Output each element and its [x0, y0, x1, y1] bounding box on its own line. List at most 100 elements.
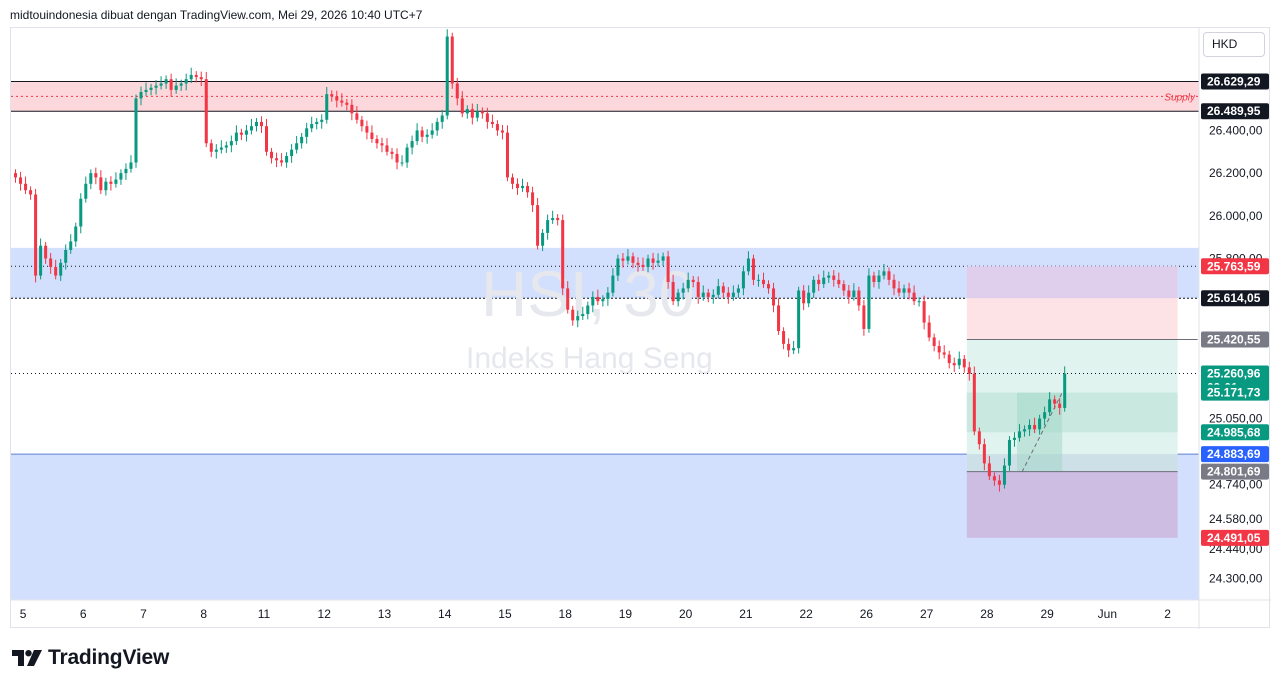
candle — [676, 288, 680, 307]
candle — [385, 138, 389, 156]
candle — [892, 274, 896, 296]
x-tick-label: 29 — [1040, 607, 1054, 621]
candle-body — [174, 85, 178, 90]
candle — [239, 128, 243, 141]
candle-body — [907, 288, 911, 293]
candle-body — [505, 132, 509, 178]
candle-body — [224, 145, 228, 148]
candle — [521, 178, 525, 192]
candle-body — [666, 256, 670, 282]
candle — [646, 254, 650, 273]
candle-body — [385, 145, 389, 152]
footer-logo[interactable]: TradingView — [12, 646, 169, 670]
candle-body — [159, 83, 163, 86]
candle-body — [305, 128, 309, 137]
candle-body — [892, 279, 896, 289]
candle — [877, 270, 881, 289]
candle-body — [285, 156, 289, 163]
candle — [772, 282, 776, 313]
candle — [139, 86, 143, 106]
candle — [992, 472, 996, 486]
candle — [360, 115, 364, 132]
candle — [721, 282, 725, 298]
candle — [465, 105, 469, 119]
y-tick-label: 25.050,00 — [1209, 412, 1263, 426]
candle-body — [29, 190, 33, 195]
candle — [84, 176, 88, 203]
candle-body — [365, 126, 369, 133]
candle-body — [470, 109, 474, 118]
candle — [114, 172, 118, 188]
candle-body — [14, 173, 18, 178]
candle — [1018, 424, 1022, 442]
candle — [355, 106, 359, 124]
candlestick-chart[interactable]: Supply HSI, 30 Indeks Hang Seng 26.400,0… — [11, 28, 1271, 629]
candle — [1023, 425, 1027, 437]
candle — [656, 253, 660, 267]
candle — [1007, 436, 1011, 471]
candle — [104, 177, 108, 196]
candle — [957, 351, 961, 370]
candle — [89, 169, 93, 190]
candle — [516, 178, 520, 195]
candle-body — [249, 126, 253, 131]
candle-body — [701, 292, 705, 297]
candle-body — [932, 337, 936, 347]
candle-body — [731, 292, 735, 297]
candle — [686, 272, 690, 293]
candle-body — [465, 109, 469, 114]
candle-body — [375, 138, 379, 144]
candle — [415, 123, 419, 145]
candle — [937, 340, 941, 360]
price-tag-label: 24.491,05 — [1207, 531, 1261, 545]
candle-body — [495, 124, 499, 131]
candle — [842, 280, 846, 296]
candle — [290, 144, 294, 163]
candle-body — [1053, 399, 1057, 404]
candle-body — [857, 290, 861, 306]
candle-body — [99, 177, 103, 191]
candle-body — [992, 476, 996, 481]
candle — [244, 124, 248, 142]
candle — [751, 254, 755, 286]
candle-body — [265, 126, 269, 152]
price-tag-bg — [1201, 290, 1269, 307]
candle — [967, 361, 971, 381]
candle-body — [631, 256, 635, 263]
candle — [917, 297, 921, 307]
candle-body — [144, 89, 148, 93]
price-tag-label: 25.260,96 — [1207, 367, 1261, 381]
candle-body — [536, 205, 540, 246]
candle-body — [490, 121, 494, 125]
supply-label: Supply — [1164, 92, 1196, 103]
candle — [99, 170, 103, 195]
candle-body — [641, 264, 645, 268]
candle — [315, 118, 319, 130]
candle-body — [516, 183, 520, 189]
price-tag-label: 26.489,95 — [1207, 104, 1261, 118]
candle — [1048, 392, 1052, 417]
candle — [947, 350, 951, 369]
candle — [375, 135, 379, 149]
candle — [601, 295, 605, 307]
final-zone — [966, 471, 1178, 538]
x-tick-label: 8 — [200, 607, 207, 621]
candle-body — [290, 149, 294, 157]
currency-badge[interactable]: HKD — [1203, 32, 1265, 57]
candle-body — [987, 463, 991, 477]
candle — [184, 73, 188, 91]
candle — [169, 73, 173, 97]
candle-body — [606, 292, 610, 300]
candle — [756, 274, 760, 287]
candle — [862, 299, 866, 336]
candle-body — [189, 74, 193, 80]
candle — [1012, 432, 1016, 447]
candle-body — [179, 83, 183, 86]
candle — [229, 135, 233, 153]
x-tick-label: 11 — [258, 607, 271, 621]
candle-body — [149, 87, 153, 90]
candle-body — [360, 119, 364, 127]
candle-body — [295, 143, 299, 150]
candle-body — [877, 275, 881, 282]
candle — [410, 135, 414, 155]
